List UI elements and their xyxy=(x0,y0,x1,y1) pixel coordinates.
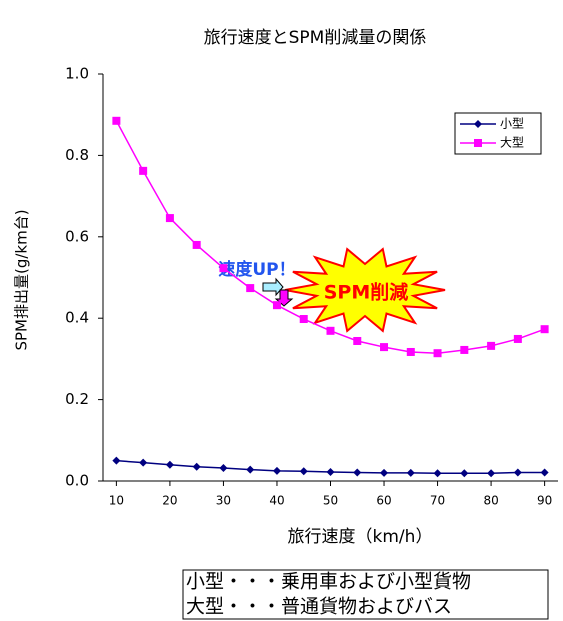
x-tick-label: 40 xyxy=(269,494,284,508)
note: 小型・・・乗用車および小型貨物 xyxy=(186,571,471,593)
annotation: 速度UP！ xyxy=(218,259,295,280)
legend-box xyxy=(455,113,541,154)
legend-marker xyxy=(474,139,482,147)
marker xyxy=(487,469,495,477)
marker xyxy=(541,325,549,333)
x-tick-label: 20 xyxy=(162,494,177,508)
x-axis-label: 旅行速度（km/h） xyxy=(288,527,433,547)
y-tick-label: 0.4 xyxy=(65,309,89,327)
marker xyxy=(166,214,174,222)
marker xyxy=(327,468,335,476)
marker xyxy=(514,335,522,343)
legend-label: 小型 xyxy=(500,117,524,131)
marker xyxy=(380,343,388,351)
x-tick-label: 60 xyxy=(376,494,391,508)
marker xyxy=(460,346,468,354)
y-axis-label: SPM排出量(g/km台) xyxy=(13,209,31,350)
marker xyxy=(353,337,361,345)
marker xyxy=(246,284,254,292)
marker xyxy=(327,327,335,335)
x-tick-label: 90 xyxy=(537,494,552,508)
marker xyxy=(219,464,227,472)
y-tick-label: 0.6 xyxy=(65,227,89,245)
marker xyxy=(460,469,468,477)
marker xyxy=(112,457,120,465)
marker xyxy=(273,467,281,475)
note: 大型・・・普通貨物およびバス xyxy=(186,596,452,618)
marker xyxy=(139,459,147,467)
marker xyxy=(407,348,415,356)
marker xyxy=(300,315,308,323)
chart: 旅行速度とSPM削減量の関係 旅行速度（km/h） SPM排出量(g/km台) … xyxy=(0,0,563,621)
legend-label: 大型 xyxy=(500,136,524,150)
x-tick-label: 50 xyxy=(323,494,338,508)
marker xyxy=(112,117,120,125)
marker xyxy=(300,467,308,475)
marker xyxy=(487,342,495,350)
y-tick-label: 0.0 xyxy=(65,472,89,490)
y-tick-label: 0.8 xyxy=(65,146,89,164)
marker xyxy=(193,241,201,249)
chart-title: 旅行速度とSPM削減量の関係 xyxy=(204,28,427,48)
marker xyxy=(541,468,549,476)
x-tick-label: 10 xyxy=(109,494,124,508)
marker xyxy=(273,301,281,309)
marker xyxy=(139,167,147,175)
marker xyxy=(193,463,201,471)
x-tick-label: 70 xyxy=(430,494,445,508)
annotation: SPM削減 xyxy=(324,281,409,304)
marker xyxy=(166,461,174,469)
marker xyxy=(219,264,227,272)
y-tick-label: 1.0 xyxy=(65,65,89,83)
marker xyxy=(407,469,415,477)
marker xyxy=(246,466,254,474)
x-tick-label: 30 xyxy=(216,494,231,508)
marker xyxy=(434,469,442,477)
marker xyxy=(514,468,522,476)
marker xyxy=(353,468,361,476)
marker xyxy=(434,349,442,357)
y-tick-label: 0.2 xyxy=(65,390,89,408)
marker xyxy=(380,469,388,477)
x-tick-label: 80 xyxy=(483,494,498,508)
